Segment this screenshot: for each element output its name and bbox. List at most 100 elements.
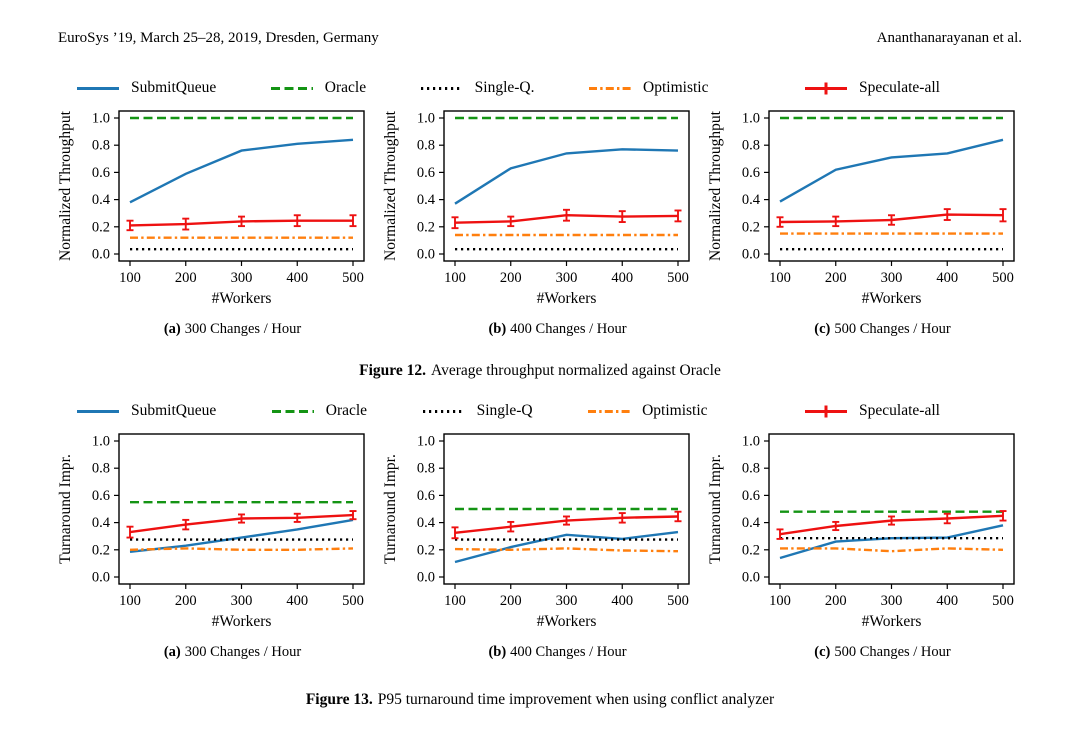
y-tick-label: 0.8 [417, 138, 435, 154]
subcaption-text: 300 Changes / Hour [184, 644, 302, 660]
y-tick-label: 0.6 [92, 165, 110, 181]
x-tick-label: 400 [936, 270, 958, 286]
legend-label: Optimistic [642, 402, 708, 419]
figure-12-legend: SubmitQueue Oracle Single-Q. Optimistic Spec… [75, 79, 940, 97]
x-tick-label: 300 [556, 270, 578, 286]
y-axis-label: Turnaround Impr. [57, 454, 74, 564]
legend-label: Oracle [325, 402, 368, 419]
x-tick-label: 500 [342, 593, 364, 609]
y-tick-label: 0.0 [417, 247, 435, 263]
authors-header-text: Ananthanarayanan et al. [876, 30, 1022, 46]
conference-header-text: EuroSys ’19, March 25–28, 2019, Dresden,… [58, 30, 379, 46]
x-tick-label: 300 [881, 593, 903, 609]
y-tick-label: 1.0 [742, 434, 760, 450]
y-tick-label: 0.4 [92, 192, 111, 208]
x-tick-label: 100 [119, 270, 141, 286]
y-tick-label: 0.2 [742, 542, 760, 558]
legend-entry-oracle: Oracle [269, 79, 366, 97]
chart-subcaption: (c) 500 Changes / Hour [705, 644, 1020, 661]
x-tick-label: 500 [667, 270, 689, 286]
y-tick-label: 0.6 [417, 488, 435, 504]
x-tick-label: 200 [825, 270, 847, 286]
series-line-submitqueue [129, 138, 354, 204]
y-tick-label: 0.0 [92, 247, 110, 263]
x-tick-label: 100 [444, 270, 466, 286]
y-tick-label: 0.4 [742, 192, 761, 208]
figure-12: SubmitQueue Oracle Single-Q. Optimistic Spec… [0, 79, 1080, 380]
y-tick-label: 0.4 [417, 515, 436, 531]
series-line-speculate-all [779, 213, 1004, 224]
subcaption-label: (c) [814, 321, 831, 337]
x-tick-label: 100 [119, 593, 141, 609]
figure-13: SubmitQueue Oracle Single-Q Optimistic Specu… [0, 402, 1080, 709]
x-axis-label: #Workers [537, 613, 597, 630]
x-tick-label: 300 [881, 270, 903, 286]
figure-13-caption: Figure 13. P95 turnaround time improvemen… [0, 691, 1080, 709]
subcaption-label: (a) [163, 644, 181, 660]
legend-label: Speculate-all [859, 402, 940, 419]
chart-figure-13-b: 0.0 0.2 0.4 0.6 0.8 1.0 100 200 300 400 500 #Worker… [380, 424, 695, 661]
y-axis-label: Normalized Throughput [382, 110, 399, 261]
line-chart: 0.0 0.2 0.4 0.6 0.8 1.0 100 200 300 400 500 #Worker… [707, 110, 1015, 307]
y-tick-label: 0.6 [742, 165, 760, 181]
legend-label: SubmitQueue [131, 79, 217, 96]
x-axis-label: #Workers [862, 613, 922, 630]
chart-subcaption: (b) 400 Changes / Hour [380, 644, 695, 661]
subcaption-label: (b) [488, 321, 507, 337]
y-tick-label: 0.4 [742, 515, 761, 531]
single-q-line-swatch-icon [420, 86, 463, 90]
series-line-submitqueue [454, 148, 679, 205]
y-tick-label: 0.0 [742, 247, 760, 263]
chart-figure-13-c: 0.0 0.2 0.4 0.6 0.8 1.0 100 200 300 400 500 #Worker… [705, 424, 1020, 661]
figure-13-caption-label: Figure 13. [305, 691, 373, 708]
series-line-speculate-all [129, 513, 354, 534]
y-tick-label: 0.2 [742, 219, 760, 235]
y-tick-label: 0.2 [92, 219, 110, 235]
y-tick-label: 0.0 [417, 570, 435, 586]
chart-figure-12-a: 0.0 0.2 0.4 0.6 0.8 1.0 100 200 300 400 500 #Worker… [55, 101, 370, 338]
y-tick-label: 0.0 [742, 570, 760, 586]
plot-border [768, 433, 1015, 585]
single-q-line-swatch-icon [422, 409, 465, 413]
x-tick-label: 300 [231, 593, 253, 609]
series-line-optimistic [780, 547, 1004, 553]
y-tick-label: 1.0 [92, 111, 110, 127]
y-axis-label: Turnaround Impr. [382, 454, 399, 564]
legend-entry-oracle: Oracle [270, 402, 367, 420]
subcaption-text: 400 Changes / Hour [510, 644, 627, 660]
chart-subcaption: (b) 400 Changes / Hour [380, 321, 695, 338]
legend-entry-submitqueue: SubmitQueue [75, 79, 216, 97]
x-tick-label: 200 [500, 593, 522, 609]
y-tick-label: 0.8 [742, 461, 760, 477]
x-tick-label: 400 [611, 593, 633, 609]
legend-entry-submitqueue: SubmitQueue [75, 402, 216, 420]
x-tick-label: 500 [342, 270, 364, 286]
legend-label: Speculate-all [859, 79, 940, 96]
optimistic-line-swatch-icon [589, 86, 632, 90]
y-tick-label: 0.8 [417, 461, 435, 477]
legend-label: Oracle [324, 79, 367, 96]
series-line-submitqueue [779, 524, 1004, 560]
y-tick-label: 0.6 [92, 488, 110, 504]
y-tick-label: 1.0 [92, 434, 110, 450]
figure-12-caption-label: Figure 12. [359, 362, 427, 379]
legend-label: Single-Q [476, 402, 533, 419]
x-axis-label: #Workers [862, 290, 922, 307]
legend-entry-speculate-all: Speculate-all [803, 79, 940, 97]
submitqueue-line-swatch-icon [77, 86, 119, 90]
series-line-submitqueue [779, 138, 1004, 203]
x-tick-label: 500 [992, 270, 1014, 286]
subcaption-text: 500 Changes / Hour [834, 644, 951, 660]
chart-subcaption: (a) 300 Changes / Hour [55, 321, 370, 338]
legend-entry-optimistic: Optimistic [587, 79, 709, 97]
x-tick-label: 200 [825, 593, 847, 609]
y-tick-label: 0.2 [92, 542, 110, 558]
y-tick-label: 0.6 [417, 165, 435, 181]
speculate-all-line-swatch-icon [805, 405, 848, 417]
chart-subcaption: (a) 300 Changes / Hour [55, 644, 370, 661]
y-tick-label: 1.0 [417, 434, 435, 450]
figure-13-caption-text: P95 turnaround time improvement when usi… [377, 691, 775, 708]
y-tick-label: 0.4 [92, 515, 111, 531]
y-tick-label: 1.0 [742, 111, 760, 127]
x-tick-label: 400 [286, 270, 308, 286]
